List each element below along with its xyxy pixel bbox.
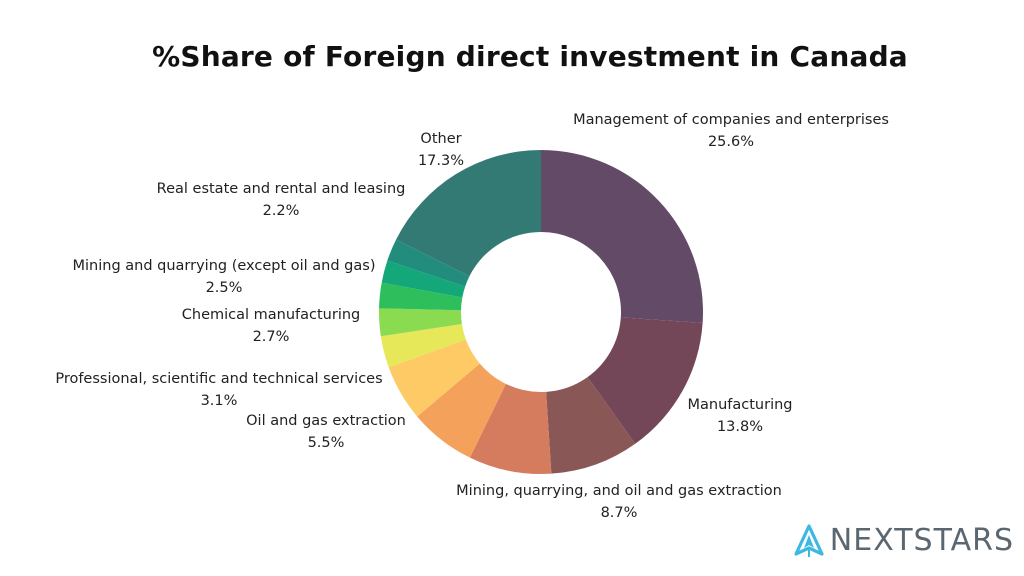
donut-slices — [379, 150, 703, 474]
chart-title: %Share of Foreign direct investment in C… — [152, 40, 908, 73]
slice-real-estate-and-rental-and-leasing — [381, 260, 466, 298]
label-mining-quarrying-and-oil-and-gas-extraction: Mining, quarrying, and oil and gas extra… — [456, 483, 782, 521]
slice-chemical-manufacturing — [379, 308, 462, 337]
slice-management-of-companies-and-enterprises — [541, 150, 703, 323]
slice-professional-scientific-and-technical-services — [380, 323, 466, 368]
slice-mining-and-quarrying-except-oil-and-gas — [379, 282, 463, 311]
label-management-of-companies-and-enterprises: Management of companies and enterprises 2… — [573, 112, 889, 150]
slice-unlabeled-10 — [387, 239, 470, 287]
slice-unlabeled-3 — [469, 383, 552, 474]
nextstars-logo: NEXTSTARS — [792, 523, 1014, 558]
slice-other — [396, 150, 541, 277]
label-oil-and-gas-extraction: Oil and gas extraction 5.5% — [246, 413, 406, 451]
label-manufacturing: Manufacturing 13.8% — [688, 397, 793, 435]
label-other: Other 17.3% — [418, 131, 464, 169]
slice-oil-and-gas-extraction — [388, 339, 480, 417]
slice-labels: Management of companies and enterprises 2… — [55, 112, 889, 521]
label-professional-scientific-and-technical-services: Professional, scientific and technical s… — [55, 371, 382, 409]
slice-unlabeled-4 — [417, 363, 506, 458]
logo-text: NEXTSTARS — [829, 523, 1014, 558]
slice-manufacturing — [587, 317, 703, 444]
slice-mining-quarrying-and-oil-and-gas-extraction — [546, 377, 636, 474]
label-real-estate-and-rental-and-leasing: Real estate and rental and leasing 2.2% — [157, 181, 406, 219]
label-chemical-manufacturing: Chemical manufacturing 2.7% — [182, 307, 361, 345]
label-mining-and-quarrying-except-oil-and-gas: Mining and quarrying (except oil and gas… — [73, 258, 376, 296]
rocket-icon — [794, 523, 824, 557]
